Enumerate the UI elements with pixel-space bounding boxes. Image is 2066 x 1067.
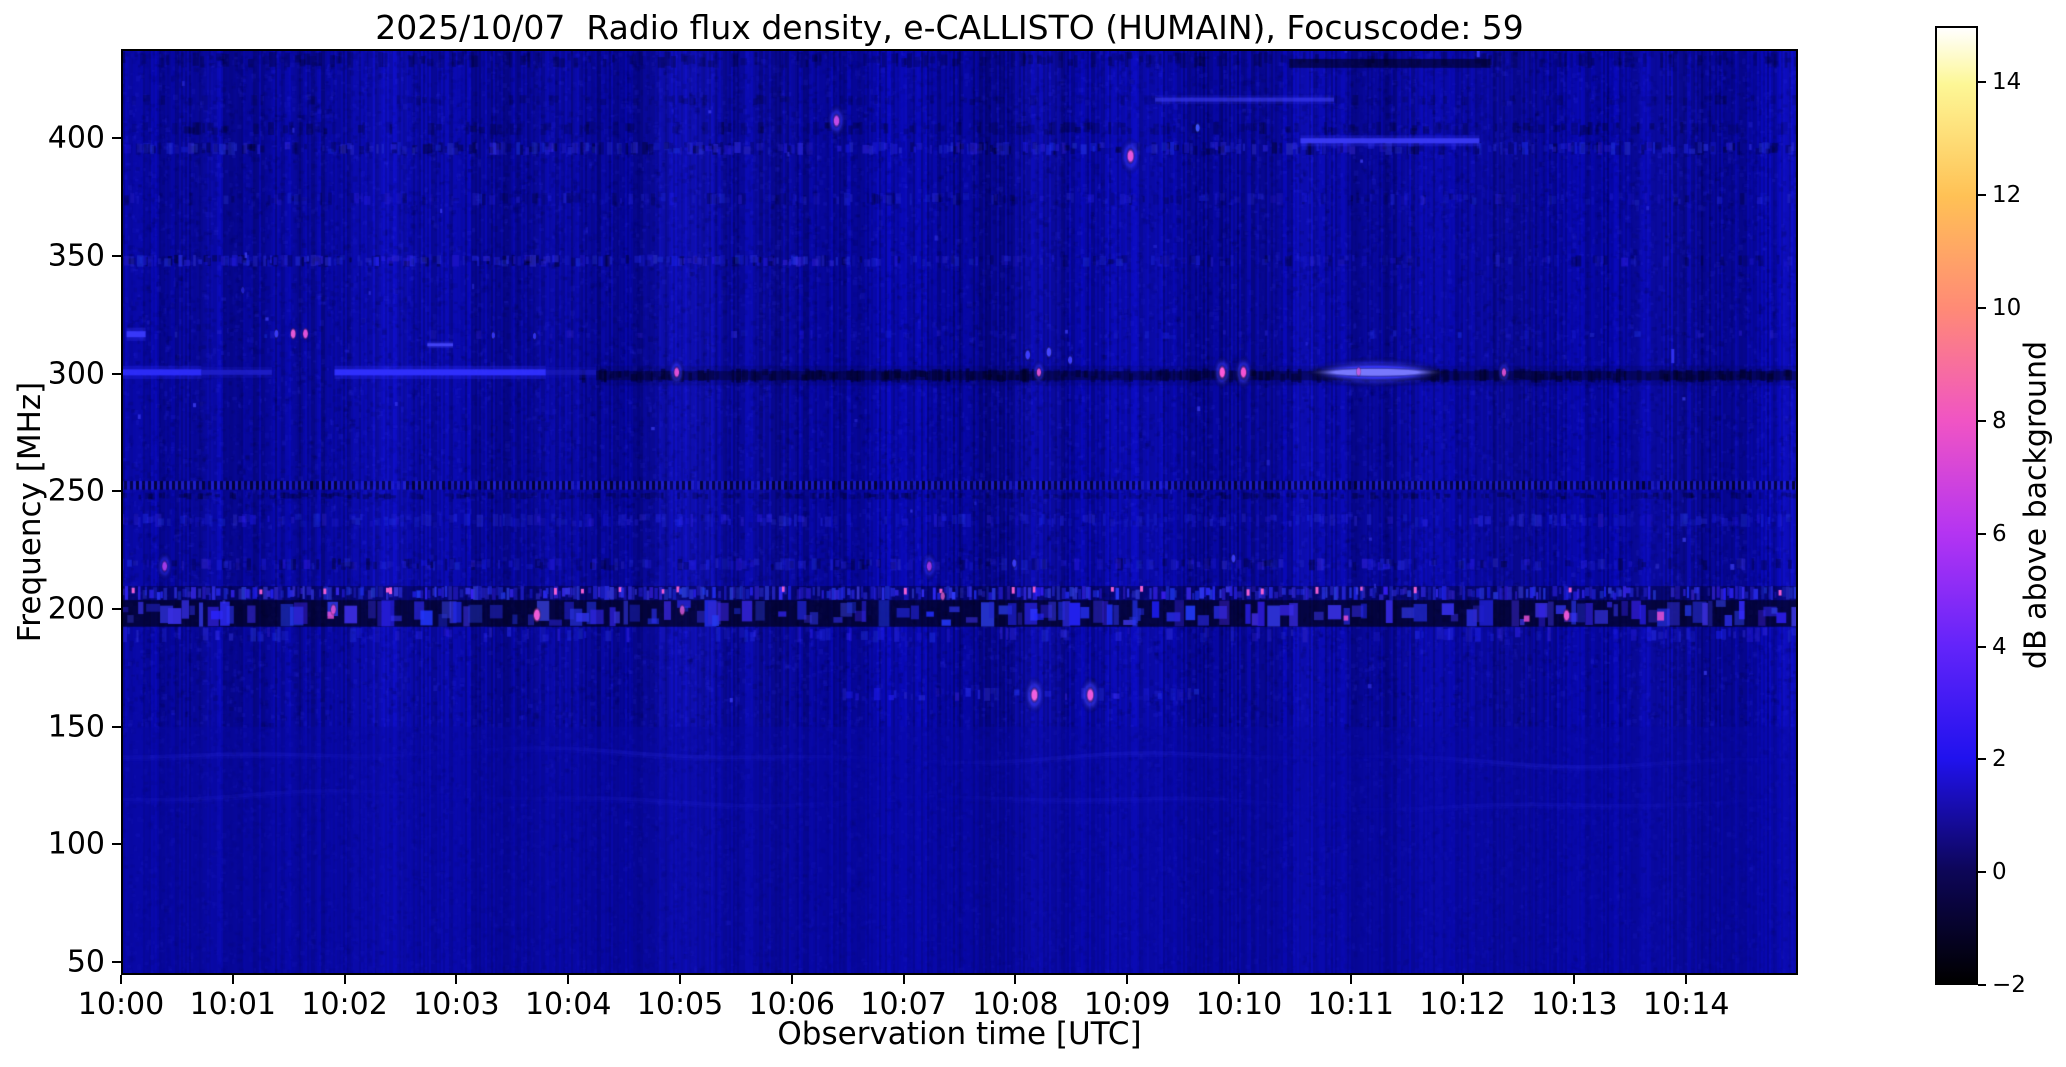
- y-tick-label: 250: [47, 473, 105, 509]
- y-tick-mark: [112, 372, 121, 375]
- x-tick-label: 10:11: [1307, 987, 1395, 1022]
- colorbar-tick-mark: [1978, 419, 1986, 422]
- y-tick-label: 100: [47, 826, 105, 862]
- colorbar-tick-mark: [1978, 758, 1986, 761]
- colorbar-tick-mark: [1978, 871, 1986, 874]
- x-tick-mark: [1349, 975, 1352, 984]
- x-tick-label: 10:02: [301, 987, 388, 1022]
- colorbar-tick-mark: [1978, 81, 1986, 84]
- x-tick-mark: [1238, 975, 1240, 984]
- x-tick-label: 10:10: [1195, 987, 1283, 1022]
- x-tick-label: 10:03: [413, 987, 500, 1022]
- x-tick-mark: [231, 975, 234, 984]
- y-tick-mark: [112, 843, 121, 846]
- spectrogram-image: [121, 49, 1798, 975]
- y-tick-mark: [112, 725, 121, 728]
- colorbar-tick-mark: [1978, 532, 1986, 535]
- y-tick-mark: [112, 490, 121, 493]
- y-tick-label: 350: [47, 238, 105, 274]
- x-tick-label: 10:14: [1642, 987, 1730, 1022]
- y-tick-label: 50: [66, 944, 105, 980]
- x-tick-mark: [567, 975, 570, 984]
- colorbar-tick-mark: [1978, 307, 1986, 310]
- y-tick-mark: [112, 137, 121, 140]
- x-tick-label: 10:05: [636, 987, 724, 1022]
- x-tick-mark: [455, 975, 458, 984]
- x-tick-label: 10:00: [77, 987, 165, 1022]
- x-tick-mark: [1685, 975, 1688, 984]
- y-tick-label: 300: [47, 356, 105, 392]
- x-tick-mark: [1126, 975, 1129, 984]
- x-tick-mark: [120, 975, 122, 984]
- chart-title: 2025/10/07 Radio flux density, e-CALLIST…: [375, 8, 1524, 47]
- y-tick-mark: [112, 961, 121, 964]
- y-tick-mark: [112, 255, 121, 258]
- colorbar-tick-label: 12: [1992, 182, 2022, 209]
- y-tick-label: 150: [47, 709, 105, 745]
- colorbar-tick-label: 8: [1992, 407, 2007, 434]
- x-tick-label: 10:13: [1531, 987, 1618, 1022]
- colorbar-tick-label: 14: [1992, 69, 2022, 96]
- x-tick-label: 10:12: [1419, 987, 1506, 1022]
- x-tick-label: 10:06: [748, 987, 836, 1022]
- colorbar-tick-mark: [1978, 984, 1986, 986]
- y-tick-label: 400: [47, 120, 105, 156]
- x-tick-mark: [790, 975, 793, 984]
- x-tick-label: 10:04: [524, 987, 612, 1022]
- x-tick-mark: [1014, 975, 1017, 984]
- x-axis-label: Observation time [UTC]: [777, 1016, 1142, 1052]
- x-tick-mark: [343, 975, 346, 984]
- x-tick-label: 10:08: [972, 987, 1059, 1022]
- colorbar-label: dB above background: [2018, 340, 2054, 670]
- y-tick-mark: [112, 608, 121, 611]
- x-tick-mark: [1573, 975, 1576, 984]
- x-tick-label: 10:01: [189, 987, 277, 1022]
- colorbar-tick-label: −2: [1992, 972, 2026, 998]
- x-tick-label: 10:09: [1083, 987, 1171, 1022]
- x-tick-mark: [902, 975, 905, 984]
- colorbar-tick-label: 6: [1992, 520, 2007, 547]
- colorbar: [1935, 26, 1978, 985]
- colorbar-tick-label: 0: [1992, 859, 2007, 886]
- colorbar-tick-label: 2: [1992, 746, 2007, 773]
- y-axis-label: Frequency [MHz]: [12, 381, 48, 643]
- colorbar-tick-label: 4: [1992, 633, 2007, 660]
- x-tick-mark: [1461, 975, 1464, 984]
- x-tick-mark: [679, 975, 681, 984]
- colorbar-tick-label: 10: [1992, 295, 2022, 322]
- y-tick-label: 200: [47, 591, 105, 627]
- colorbar-tick-mark: [1978, 194, 1986, 197]
- colorbar-tick-mark: [1978, 645, 1986, 648]
- x-tick-label: 10:07: [860, 987, 947, 1022]
